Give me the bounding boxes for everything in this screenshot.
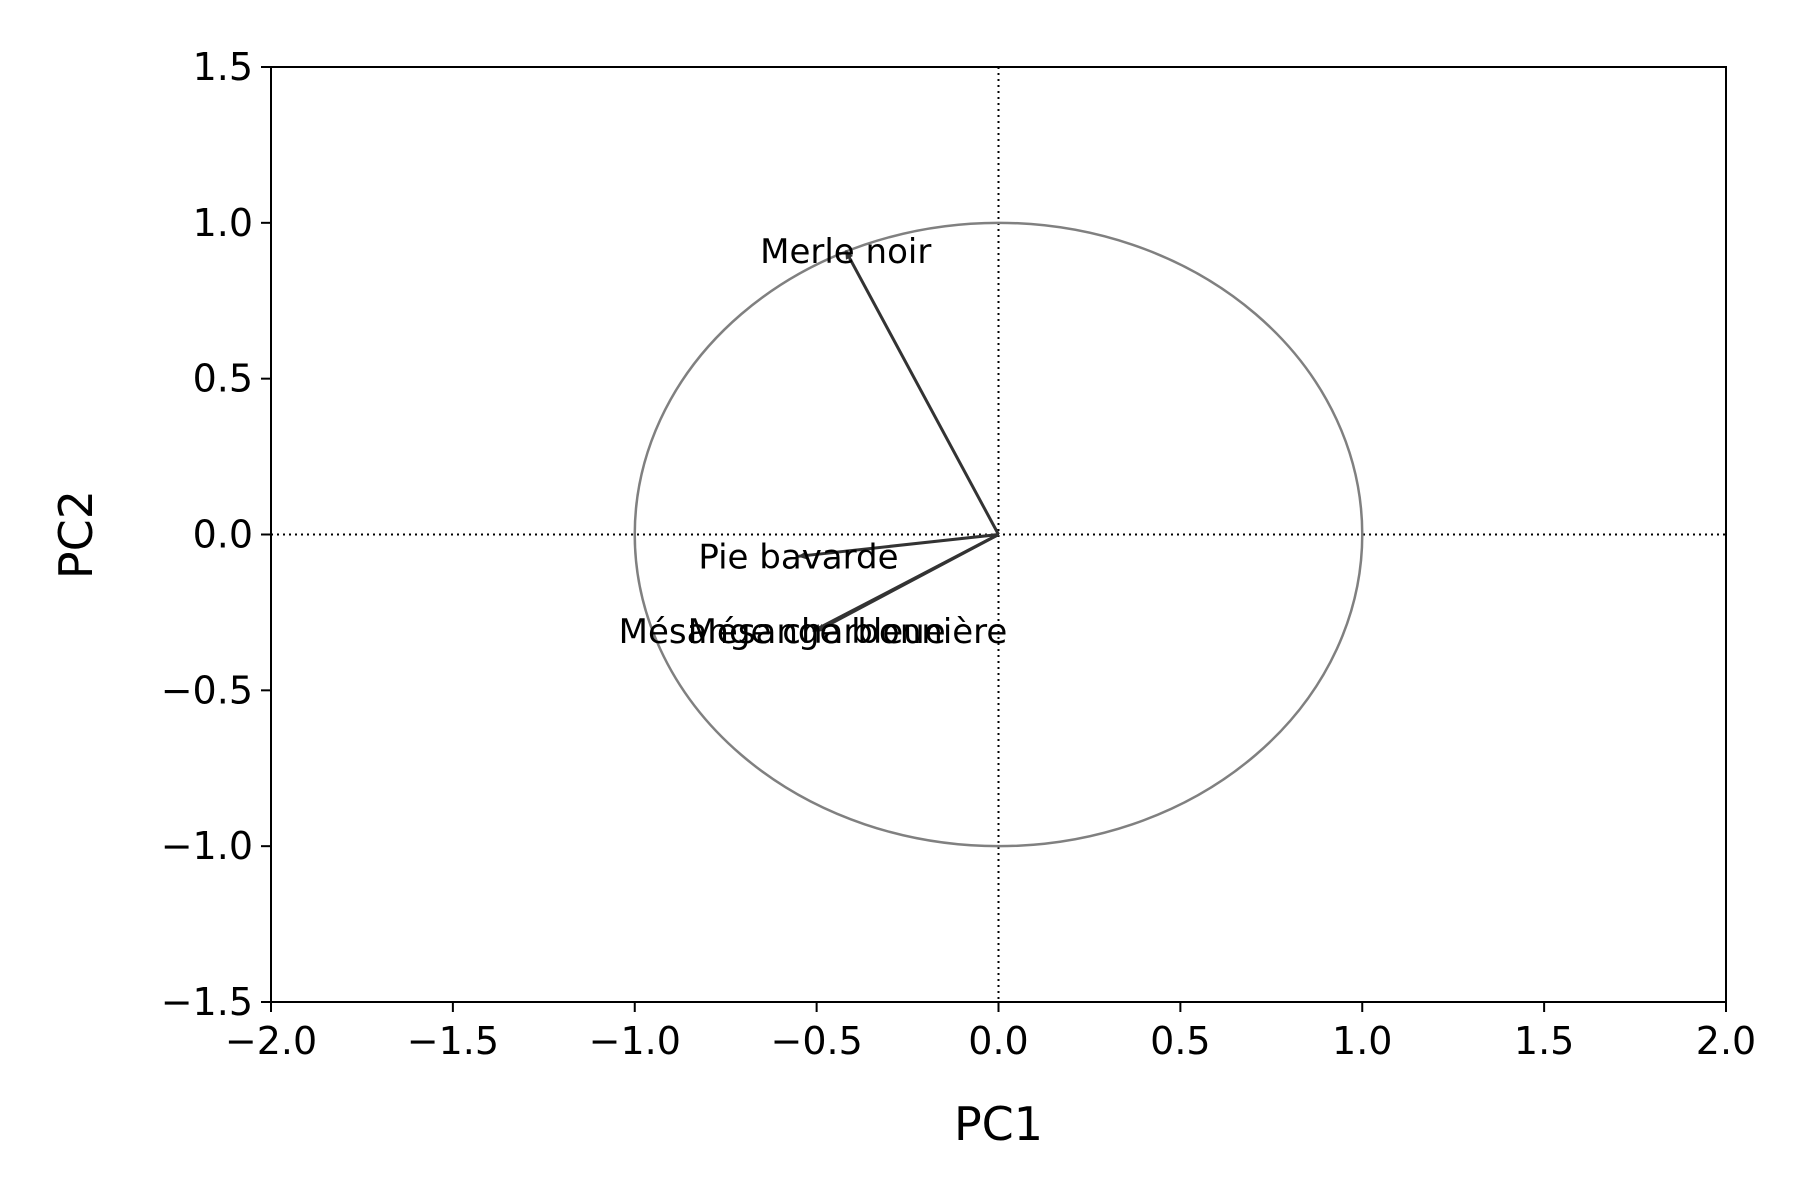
x-tick-label: −1.5: [407, 1019, 499, 1063]
x-tick-label: 2.0: [1696, 1019, 1756, 1063]
y-axis-label: PC2: [49, 490, 103, 579]
x-tick-label: 1.0: [1332, 1019, 1392, 1063]
y-tick-label: 0.5: [193, 357, 253, 401]
unit-circle: [633, 221, 1364, 848]
x-tick-label: −0.5: [770, 1019, 862, 1063]
y-tick-label: 0.0: [193, 513, 253, 557]
vector-label: Merle noir: [760, 232, 931, 272]
x-tick-label: −1.0: [589, 1019, 681, 1063]
y-tick-label: 1.5: [193, 45, 253, 89]
x-tick-label: 0.5: [1150, 1019, 1210, 1063]
x-tick-label: 1.5: [1514, 1019, 1574, 1063]
x-axis-label: PC1: [954, 1097, 1043, 1151]
vector-arrow: [797, 533, 999, 560]
y-tick-label: −0.5: [161, 668, 253, 712]
vector-arrow: [844, 250, 1000, 536]
vector-arrow: [815, 533, 1000, 633]
y-tick-label: −1.0: [161, 824, 253, 868]
x-tick-label: 0.0: [968, 1019, 1028, 1063]
x-tick-label: −2.0: [225, 1019, 317, 1063]
vector-label: Mésange bleue: [688, 612, 946, 652]
y-tick-label: −1.5: [161, 980, 253, 1024]
vector-label: Mésange charbonnière: [619, 612, 1008, 652]
vector-label: Pie bavarde: [698, 537, 898, 577]
y-tick-label: 1.0: [193, 201, 253, 245]
